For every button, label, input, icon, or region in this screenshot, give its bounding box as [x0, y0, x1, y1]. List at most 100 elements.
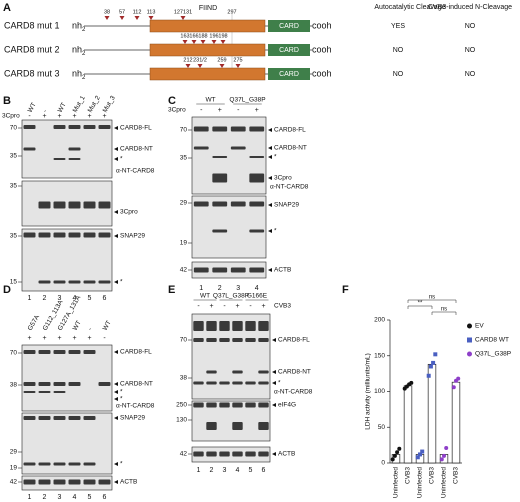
- band: [53, 232, 66, 238]
- band: [219, 451, 230, 457]
- lane-label: G57A: [27, 313, 42, 331]
- legend-label: EV: [475, 323, 484, 330]
- treatment-label: CVB3: [274, 303, 291, 310]
- data-point: [415, 455, 420, 460]
- band-label: CARD8-NT: [274, 145, 307, 152]
- panel-letter: F: [342, 284, 349, 296]
- site-label: 163: [180, 33, 189, 39]
- lane-label: WT: [72, 320, 83, 332]
- band: [23, 382, 36, 386]
- mutation-site: [211, 40, 217, 44]
- lane-number: 2: [43, 295, 47, 302]
- band: [53, 416, 66, 420]
- band: [68, 479, 81, 485]
- band: [23, 462, 36, 466]
- band-label: ACTB: [120, 479, 137, 486]
- fiind-domain: [149, 67, 266, 81]
- band: [98, 280, 111, 284]
- band: [206, 338, 217, 342]
- label-arrow: [114, 234, 118, 238]
- subscript: 2: [82, 75, 86, 81]
- band: [68, 280, 81, 284]
- band: [245, 451, 256, 457]
- band: [38, 479, 51, 485]
- mw-marker: 70: [10, 350, 18, 357]
- lane-group-label: WT: [200, 293, 210, 300]
- band: [38, 350, 51, 354]
- label-arrow: [272, 381, 276, 385]
- band: [83, 462, 96, 466]
- boundary-label: 297: [227, 9, 236, 15]
- lane-label: WT: [57, 102, 68, 114]
- mutation-site: [219, 64, 225, 68]
- lane-number: 3: [58, 494, 62, 501]
- construct-name: CARD8 mut 1: [4, 20, 60, 30]
- site-label: 57: [119, 9, 125, 15]
- lane-number: 4: [255, 285, 259, 292]
- band: [206, 321, 217, 331]
- data-point: [418, 452, 422, 457]
- band: [206, 451, 217, 457]
- band: [193, 201, 209, 207]
- band-label: SNAP29: [120, 415, 145, 422]
- x-tick-label: CVB3: [429, 467, 436, 484]
- band: [249, 126, 265, 132]
- label-arrow: [114, 480, 118, 484]
- mw-marker: 15: [10, 279, 18, 286]
- band: [68, 416, 81, 420]
- band: [212, 126, 228, 132]
- treatment-sign: +: [57, 335, 61, 342]
- lane-label: WT: [102, 320, 113, 332]
- band: [230, 146, 246, 150]
- band: [206, 402, 217, 408]
- band: [68, 232, 81, 238]
- lane-label: Mut_1: [72, 94, 87, 113]
- band-label: CARD8-FL: [120, 349, 152, 356]
- band: [232, 402, 243, 408]
- band: [206, 381, 217, 385]
- legend-swatch: [467, 337, 472, 343]
- band: [249, 229, 265, 233]
- band-label: *: [274, 154, 277, 161]
- band: [38, 232, 51, 238]
- band: [212, 173, 228, 183]
- band: [53, 158, 66, 160]
- site-label: 259: [217, 57, 226, 63]
- mutation-site: [148, 16, 154, 20]
- band: [232, 422, 243, 430]
- band: [53, 280, 66, 284]
- band: [206, 422, 217, 430]
- treatment-sign: +: [27, 335, 31, 342]
- band: [219, 338, 230, 342]
- band-label: CARD8-FL: [278, 337, 310, 344]
- treatment-sign: -: [28, 113, 31, 120]
- treatment-sign: +: [87, 113, 91, 120]
- autocatalytic: YES: [391, 23, 405, 30]
- data-point: [456, 376, 461, 381]
- band: [68, 158, 81, 160]
- band: [193, 321, 204, 331]
- treatment-label: 3Cpro: [2, 113, 20, 120]
- band: [212, 267, 228, 273]
- band-label: SNAP29: [274, 202, 299, 209]
- lane-number: 2: [210, 467, 214, 474]
- mw-marker: 35: [10, 233, 18, 240]
- band: [53, 201, 66, 209]
- y-tick-label: 0: [381, 460, 385, 467]
- lane-number: 1: [28, 494, 32, 501]
- lane-number: 6: [103, 494, 107, 501]
- band: [230, 267, 246, 273]
- column-header: Autocatalytic Cleavage: [374, 4, 445, 11]
- band-label: α-NT-CARD8: [116, 403, 155, 410]
- data-point: [395, 450, 400, 455]
- band: [23, 147, 36, 151]
- site-label: 113: [147, 9, 156, 15]
- band: [53, 391, 66, 393]
- significance-bracket: [407, 299, 457, 303]
- mw-marker: 42: [10, 479, 18, 486]
- band: [23, 232, 36, 238]
- domain-title: FIIND: [199, 5, 217, 12]
- site-label: 198: [218, 33, 227, 39]
- band: [245, 338, 256, 342]
- mw-marker: 38: [10, 382, 18, 389]
